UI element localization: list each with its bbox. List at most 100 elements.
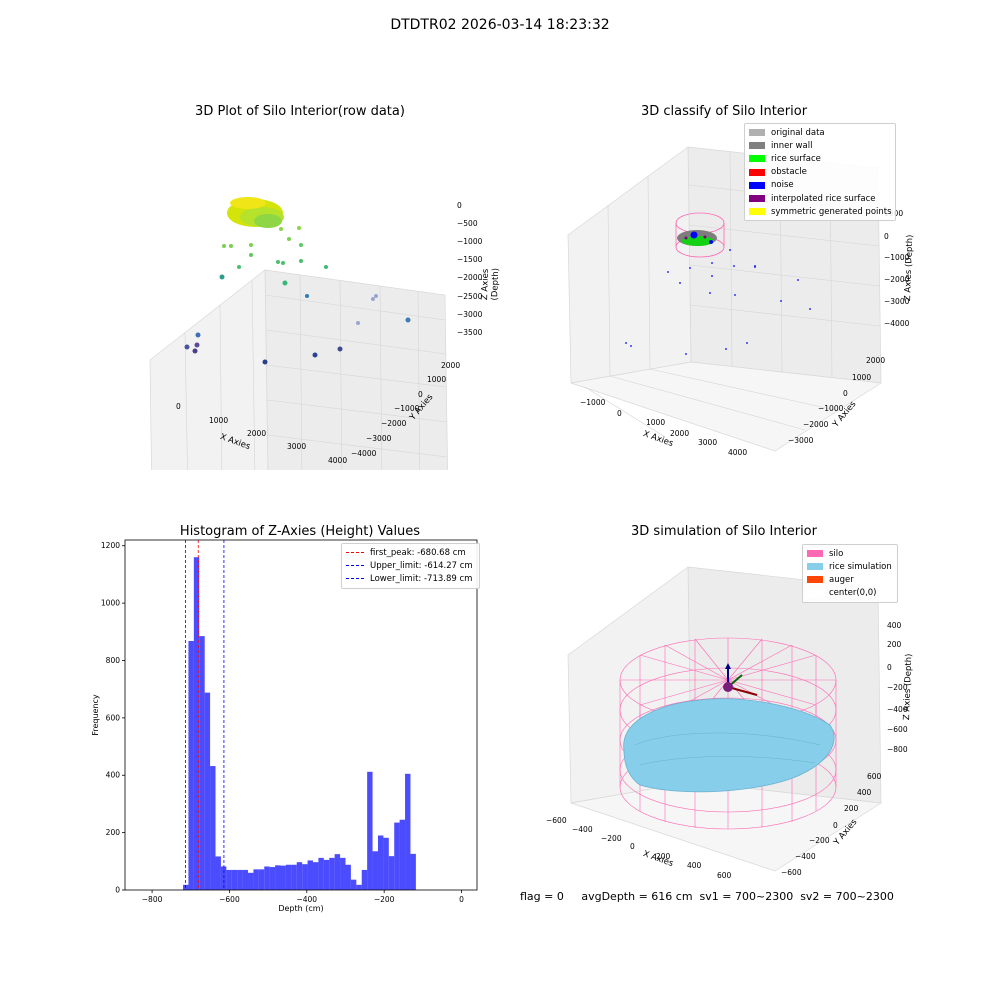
- histogram-bar: [237, 869, 243, 890]
- p2-ztick-4: −3000: [884, 297, 910, 306]
- p2-xtick-3: 2000: [670, 429, 690, 438]
- legend-entry-inner-wall: inner wall: [749, 139, 891, 152]
- x-tick-label: 0: [459, 895, 464, 904]
- histogram-bar: [323, 859, 330, 890]
- p2-ytick-4: −2000: [803, 420, 829, 429]
- legend-swatch: [807, 589, 823, 597]
- legend-label: rice simulation: [829, 561, 892, 572]
- histogram-threshold-lines: [184, 540, 225, 890]
- p4-ztick-6: −800: [887, 745, 908, 754]
- p4-ztick-3: −200: [887, 683, 908, 692]
- status-footer: flag = 0 avgDepth = 616 cm sv1 = 700~230…: [520, 890, 894, 903]
- histogram-bar: [410, 853, 416, 890]
- histogram-y-ticks: 0 200 400 600 800 1000 1200: [101, 541, 125, 895]
- legend-label: noise: [771, 180, 794, 191]
- histogram-x-ticks: −800 −600 −400 −200 0: [142, 890, 464, 904]
- histogram-bar: [199, 636, 205, 890]
- p4-ytick-1: 400: [857, 788, 872, 797]
- histogram-bar: [193, 557, 200, 890]
- panel1-scatter: [184, 197, 411, 365]
- histogram-bar: [367, 771, 373, 890]
- p1-ytick-5: −3000: [366, 434, 392, 443]
- legend-label: auger: [829, 574, 854, 585]
- p1-xtick-4: 4000: [328, 456, 348, 465]
- histogram-bar: [345, 864, 351, 890]
- legend-swatch: [749, 155, 765, 163]
- histogram-bar: [220, 866, 227, 890]
- p2-xtick-5: 4000: [728, 448, 748, 457]
- legend-entry-original-data: original data: [749, 126, 891, 139]
- panel4-labels: −600 −400 −200 0 200 400 600 600 400 200…: [500, 545, 1000, 890]
- p2-xtick-2: 1000: [646, 418, 666, 427]
- p2-ztick-5: −4000: [884, 319, 910, 328]
- histogram-chart: −800 −600 −400 −200 0 020040060080010001200 …: [91, 539, 478, 913]
- legend-line: [346, 552, 364, 554]
- histogram-bar: [377, 835, 384, 890]
- legend-swatch: [807, 576, 823, 584]
- x-tick-label: −600: [219, 895, 240, 904]
- panel4-title: 3D simulation of Silo Interior: [631, 524, 817, 539]
- legend-swatch: [749, 208, 765, 216]
- p2-silo-cylinder: [675, 212, 725, 258]
- p4-ztick-5: −600: [887, 725, 908, 734]
- histogram-bar: [405, 773, 411, 890]
- histogram-bar: [215, 856, 221, 890]
- histogram-bar: [334, 854, 341, 890]
- legend-entry-first-peak: first_peak: -680.68 cm: [346, 546, 475, 559]
- p2-ytick-3: −1000: [818, 404, 844, 413]
- legend-entry-silo: silo: [807, 547, 893, 560]
- p1-ytick-4: −2000: [381, 419, 407, 428]
- legend-line: [346, 578, 364, 580]
- histogram-bar: [383, 837, 389, 890]
- legend-entry-auger: auger: [807, 573, 893, 586]
- panel2-legend: original data inner wall rice surface ob…: [744, 123, 896, 222]
- legend-entry-obstacle: obstacle: [749, 166, 891, 179]
- p4-ztick-4: −400: [887, 705, 908, 714]
- p1-ztick-1: −500: [457, 219, 478, 228]
- p4-xtick-3: 0: [630, 842, 635, 851]
- histogram-bar: [318, 857, 324, 890]
- legend-label: rice surface: [771, 153, 821, 164]
- histogram-bar: [275, 865, 281, 890]
- histogram-bar: [307, 860, 313, 890]
- histogram-bar: [258, 869, 265, 890]
- histogram-bar: [356, 884, 362, 890]
- histogram-bar: [242, 869, 249, 890]
- p2-xtick-0: −1000: [580, 398, 606, 407]
- legend-swatch: [749, 129, 765, 137]
- figure-title: DTDTR02 2026-03-14 18:23:32: [390, 17, 610, 33]
- panel2-title: 3D classify of Silo Interior: [640, 104, 808, 119]
- histogram-bar: [285, 864, 292, 890]
- legend-swatch: [749, 168, 765, 176]
- legend-entry-center: center(0,0): [807, 587, 893, 600]
- panel3-legend: first_peak: -680.68 cm Upper_limit: -614…: [341, 543, 480, 589]
- panel1-labels: 0 1000 2000 3000 4000 2000 1000 0 −1000 …: [0, 125, 501, 470]
- legend-label: silo: [829, 548, 844, 559]
- p1-ytick-1: 1000: [427, 375, 447, 384]
- histogram-bar: [296, 862, 303, 890]
- p1-surface-cluster: [227, 197, 284, 228]
- p4-zlabel: Z Axies (Depth): [902, 653, 915, 721]
- histogram-ylabel: Frequency: [91, 694, 100, 736]
- histogram-bar: [388, 856, 395, 890]
- y-tick-label: 1200: [101, 541, 120, 550]
- y-tick-label: 400: [106, 771, 121, 780]
- legend-label: Lower_limit: -713.89 cm: [370, 573, 473, 584]
- histogram-bar: [280, 865, 286, 890]
- p1-ytick-3: −1000: [394, 404, 420, 413]
- p4-xtick-1: −400: [572, 825, 593, 834]
- p2-xtick-1: 0: [617, 409, 622, 418]
- histogram-frame: [124, 539, 478, 891]
- legend-entry-upper-limit: Upper_limit: -614.27 cm: [346, 559, 475, 572]
- legend-entry-symmetric: symmetric generated points: [749, 205, 892, 218]
- panel3-title: Histogram of Z-Axies (Height) Values: [179, 524, 421, 539]
- histogram-bar: [361, 869, 368, 890]
- panel4-3d-axes: [567, 566, 883, 872]
- p1-xtick-3: 3000: [287, 442, 307, 451]
- histogram-bars: [183, 557, 416, 890]
- x-tick-label: −200: [374, 895, 395, 904]
- p1-ztick-0: 0: [457, 201, 462, 210]
- legend-swatch: [807, 563, 823, 571]
- panel1-3d-axes: [149, 269, 448, 470]
- histogram-bar: [350, 879, 357, 890]
